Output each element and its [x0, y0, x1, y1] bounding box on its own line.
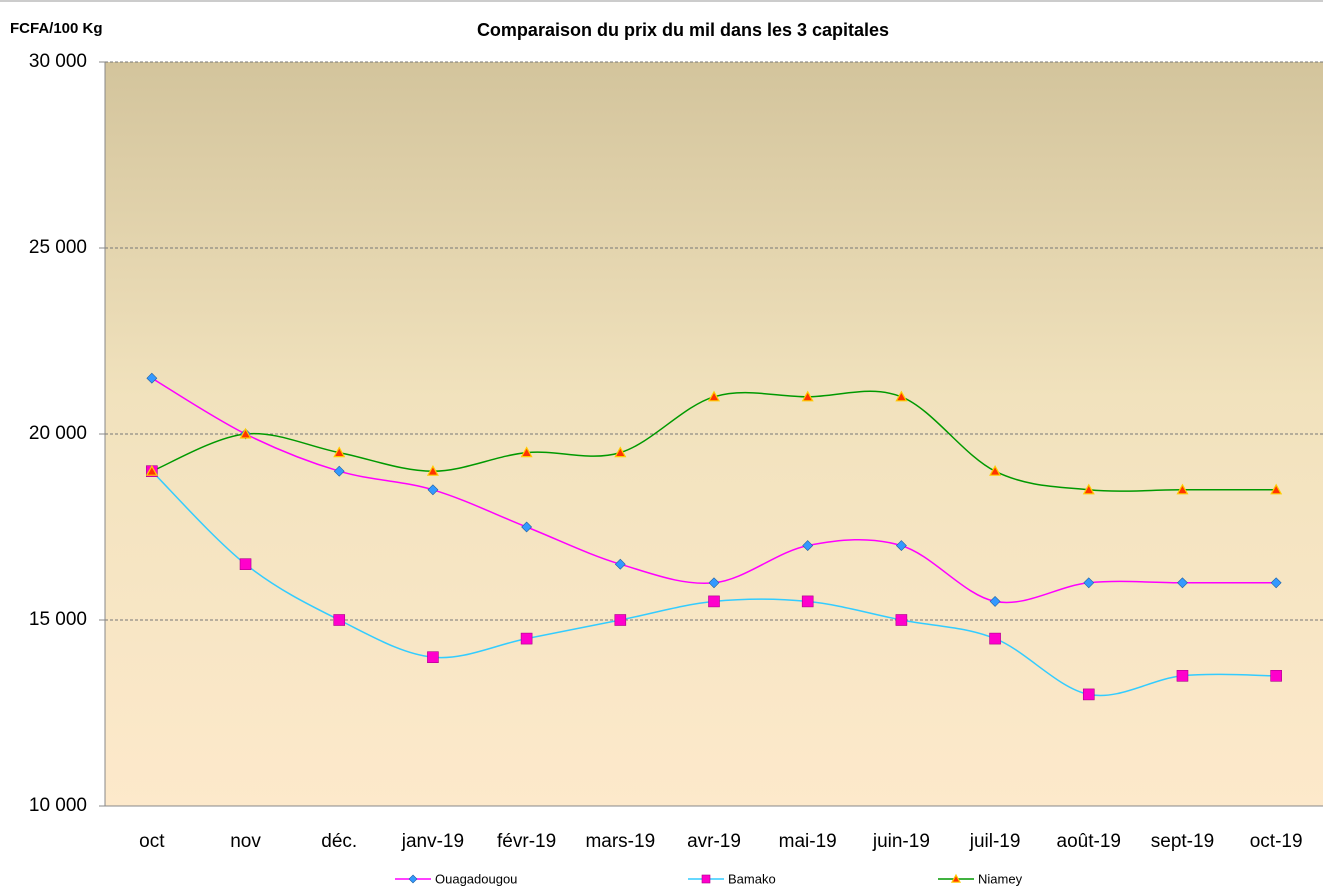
marker: [1083, 577, 1095, 589]
marker: [427, 651, 439, 664]
x-tick-label: mai-19: [779, 831, 837, 852]
marker: [333, 446, 346, 458]
marker: [146, 372, 158, 384]
legend-label: Bamako: [728, 871, 776, 886]
marker: [333, 465, 345, 477]
marker: [895, 540, 907, 552]
x-tick-label: juin-19: [872, 831, 930, 852]
y-axis-label: FCFA/100 Kg: [10, 20, 103, 37]
x-tick-label: mars-19: [585, 831, 655, 852]
marker: [707, 390, 721, 402]
marker: [801, 595, 814, 608]
marker: [1270, 669, 1282, 682]
marker: [614, 558, 626, 570]
marker: [802, 540, 814, 552]
x-tick-label: sept-19: [1151, 831, 1214, 852]
marker: [989, 632, 1001, 645]
marker: [701, 874, 711, 884]
x-tick-label: août-19: [1057, 831, 1121, 852]
marker: [614, 446, 627, 458]
marker: [801, 390, 814, 402]
marker: [895, 614, 908, 626]
marker: [333, 614, 346, 626]
marker: [145, 464, 158, 476]
y-tick-label: 10 000: [29, 795, 87, 816]
y-tick-label: 25 000: [29, 237, 87, 258]
marker: [1176, 483, 1189, 495]
marker: [239, 558, 252, 571]
y-tick-label: 20 000: [29, 423, 87, 444]
marker: [1082, 483, 1095, 495]
x-tick-label: oct-19: [1250, 831, 1303, 852]
marker: [895, 390, 908, 402]
marker: [1270, 483, 1283, 495]
marker: [521, 521, 533, 533]
marker: [989, 464, 1002, 476]
marker: [520, 446, 533, 458]
x-tick-label: nov: [230, 831, 261, 852]
x-tick-label: févr-19: [497, 831, 556, 852]
marker: [950, 873, 962, 883]
x-tick-label: juil-19: [969, 831, 1021, 852]
marker: [1082, 688, 1095, 701]
marker: [989, 595, 1001, 607]
x-tick-label: oct: [139, 831, 165, 852]
marker: [1177, 577, 1188, 589]
legend-label: Niamey: [978, 871, 1023, 886]
legend-label: Ouagadougou: [435, 871, 517, 886]
marker: [1176, 669, 1189, 682]
y-tick-label: 30 000: [29, 51, 87, 72]
x-tick-label: déc.: [321, 831, 357, 852]
marker: [1270, 577, 1282, 589]
marker: [520, 632, 533, 645]
marker: [427, 484, 439, 496]
marker: [239, 427, 252, 439]
y-tick-label: 15 000: [29, 609, 87, 630]
x-tick-label: avr-19: [687, 831, 741, 852]
marker: [614, 614, 627, 626]
marker: [708, 577, 720, 589]
marker: [408, 874, 418, 884]
x-tick-label: janv-19: [401, 831, 464, 852]
marker: [708, 595, 720, 608]
chart-title: Comparaison du prix du mil dans les 3 ca…: [477, 20, 889, 40]
marker: [426, 464, 439, 476]
